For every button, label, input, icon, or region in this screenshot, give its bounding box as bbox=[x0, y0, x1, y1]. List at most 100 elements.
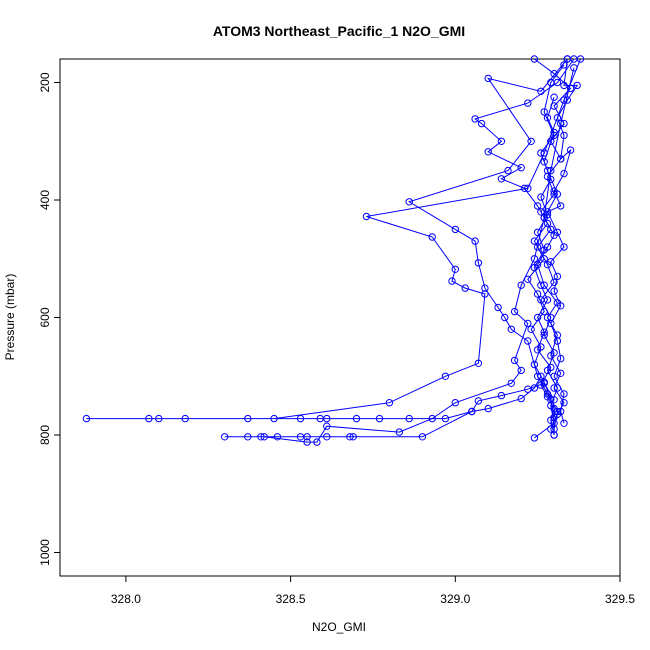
data-point bbox=[540, 281, 548, 289]
data-point bbox=[468, 407, 476, 416]
data-point bbox=[543, 114, 552, 122]
data-point bbox=[540, 307, 548, 316]
data-point bbox=[540, 246, 548, 254]
data-point bbox=[547, 175, 555, 184]
data-point bbox=[533, 372, 542, 380]
data-point bbox=[244, 433, 252, 441]
data-point bbox=[543, 390, 552, 398]
data-point bbox=[533, 243, 542, 251]
x-tick-label: 329.0 bbox=[440, 592, 470, 606]
data-point bbox=[550, 93, 558, 101]
data-point bbox=[484, 74, 492, 83]
data-point bbox=[533, 313, 542, 322]
data-point bbox=[550, 131, 558, 140]
data-point bbox=[537, 372, 545, 380]
data-point bbox=[270, 414, 278, 423]
data-point bbox=[323, 414, 331, 423]
data-point bbox=[507, 379, 515, 387]
x-tick-label: 328.0 bbox=[111, 592, 141, 606]
data-point bbox=[550, 404, 558, 413]
data-point bbox=[418, 433, 427, 441]
data-point bbox=[527, 137, 535, 146]
data-point bbox=[517, 281, 525, 289]
data-point bbox=[405, 198, 413, 206]
data-point bbox=[547, 78, 555, 87]
data-point bbox=[550, 128, 558, 137]
y-tick-label: 600 bbox=[38, 307, 52, 327]
data-point bbox=[530, 255, 539, 263]
data-point bbox=[560, 119, 568, 128]
series-line-6 bbox=[546, 58, 579, 424]
data-point bbox=[533, 202, 542, 210]
data-point bbox=[145, 414, 153, 423]
data-point bbox=[550, 102, 558, 110]
data-point bbox=[507, 325, 515, 333]
data-point bbox=[497, 137, 506, 146]
data-point bbox=[273, 433, 282, 441]
data-point bbox=[244, 414, 252, 423]
data-point bbox=[560, 61, 568, 69]
data-point bbox=[484, 404, 492, 413]
data-point bbox=[497, 391, 506, 400]
data-point bbox=[540, 328, 548, 336]
data-point bbox=[537, 281, 545, 289]
data-point bbox=[537, 193, 545, 201]
data-point bbox=[451, 399, 459, 407]
data-point bbox=[543, 211, 552, 219]
data-point bbox=[540, 158, 548, 166]
data-point bbox=[533, 290, 542, 298]
data-point bbox=[530, 55, 539, 63]
data-point bbox=[547, 137, 555, 146]
data-point bbox=[560, 390, 568, 398]
data-point bbox=[576, 55, 585, 63]
data-point bbox=[543, 166, 552, 175]
data-point bbox=[560, 419, 568, 427]
data-point bbox=[557, 155, 565, 163]
data-point bbox=[303, 438, 311, 446]
data-point bbox=[547, 425, 555, 433]
data-point bbox=[313, 438, 321, 446]
data-point bbox=[517, 366, 525, 375]
data-point bbox=[553, 331, 562, 339]
y-axis: 200 400 600 800 1000 bbox=[38, 72, 61, 566]
data-point bbox=[501, 313, 509, 322]
data-point bbox=[540, 108, 548, 116]
data-point bbox=[560, 169, 568, 178]
data-point bbox=[494, 303, 502, 312]
data-point bbox=[560, 399, 568, 407]
y-axis-label: Pressure (mbar) bbox=[3, 274, 17, 361]
data-point bbox=[323, 433, 331, 441]
x-axis-label: N2O_GMI bbox=[312, 620, 366, 634]
data-point bbox=[181, 414, 189, 423]
y-tick-label: 400 bbox=[38, 190, 52, 210]
data-point bbox=[405, 414, 413, 423]
data-point bbox=[560, 243, 568, 251]
data-point bbox=[537, 87, 545, 96]
data-point bbox=[566, 146, 575, 154]
data-point bbox=[349, 433, 357, 441]
data-point bbox=[524, 99, 532, 107]
data-point bbox=[362, 212, 371, 221]
data-point bbox=[543, 313, 552, 322]
data-point bbox=[530, 434, 539, 442]
data-point bbox=[530, 384, 539, 392]
data-point bbox=[471, 115, 479, 123]
data-point bbox=[566, 84, 575, 93]
data-point bbox=[517, 164, 525, 172]
y-tick-label: 1000 bbox=[38, 539, 52, 566]
data-point bbox=[530, 237, 539, 245]
data-point bbox=[553, 272, 562, 281]
series-line-5 bbox=[224, 67, 575, 443]
data-point bbox=[346, 433, 354, 441]
data-point bbox=[533, 346, 542, 354]
data-point bbox=[441, 414, 450, 423]
data-point bbox=[481, 290, 489, 298]
data-point bbox=[517, 394, 525, 403]
data-point bbox=[375, 414, 384, 423]
data-point bbox=[563, 96, 571, 104]
x-axis: 328.0 328.5 329.0 329.5 bbox=[111, 575, 635, 606]
data-point bbox=[303, 433, 311, 441]
data-point bbox=[477, 119, 486, 128]
data-point bbox=[448, 277, 456, 285]
